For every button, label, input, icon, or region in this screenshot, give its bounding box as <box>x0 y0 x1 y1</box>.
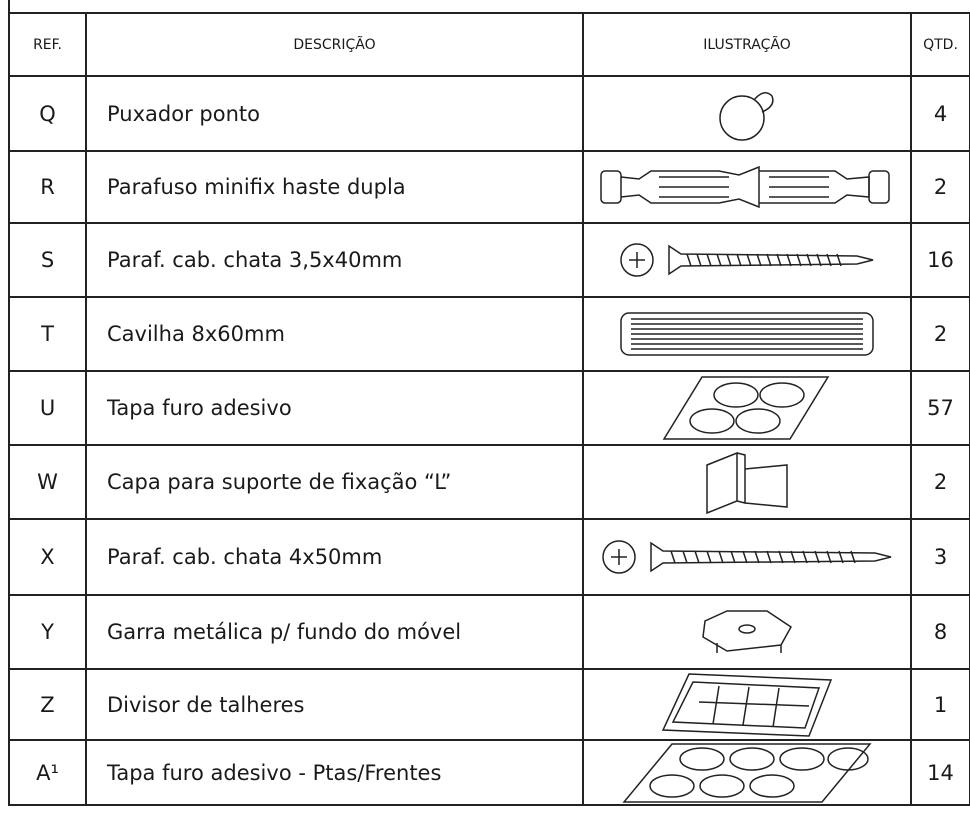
qty-cell: 3 <box>910 518 970 596</box>
qty-cell: 2 <box>910 444 970 520</box>
header-row: REF. DESCRIÇÃO ILUSTRAÇÃO QTD. <box>8 12 970 77</box>
ill-cell <box>582 518 912 596</box>
table-row: X Paraf. cab. chata 4x50mm 3 <box>8 518 970 596</box>
table-row: T Cavilha 8x60mm 2 <box>8 296 970 372</box>
header-cell: REF. <box>8 12 87 77</box>
ref-cell: R <box>8 150 87 224</box>
table-row: A¹ Tapa furo adesivo - Ptas/Frentes 14 <box>8 739 970 806</box>
ill-cell <box>582 444 912 520</box>
desc-cell: Parafuso minifix haste dupla <box>85 150 584 224</box>
parts-table: REF. DESCRIÇÃO ILUSTRAÇÃO QTD. Q Puxador … <box>8 12 970 806</box>
illustration <box>602 540 892 574</box>
illustration <box>600 165 890 209</box>
ill-cell <box>582 222 912 298</box>
table-row: U Tapa furo adesivo 57 <box>8 370 970 446</box>
illustration <box>620 243 874 277</box>
ill-cell <box>582 739 912 806</box>
ill-cell <box>582 668 912 741</box>
table-row: S Paraf. cab. chata 3,5x40mm 16 <box>8 222 970 298</box>
ref-cell: S <box>8 222 87 298</box>
illustration <box>662 376 830 440</box>
ref-cell: W <box>8 444 87 520</box>
ref-cell: Q <box>8 75 87 152</box>
qty-cell: 2 <box>910 296 970 372</box>
ill-cell <box>582 75 912 152</box>
ill-cell <box>582 296 912 372</box>
ref-cell: X <box>8 518 87 596</box>
table-row: Y Garra metálica p/ fundo do móvel 8 <box>8 594 970 670</box>
ref-cell: T <box>8 296 87 372</box>
desc-cell: Puxador ponto <box>85 75 584 152</box>
ref-cell: A¹ <box>8 739 87 806</box>
ref-cell: Y <box>8 594 87 670</box>
qty-cell: 14 <box>910 739 970 806</box>
desc-cell: Paraf. cab. chata 4x50mm <box>85 518 584 596</box>
ill-cell <box>582 370 912 446</box>
ref-cell: Z <box>8 668 87 741</box>
qty-cell: 1 <box>910 668 970 741</box>
header-cell: DESCRIÇÃO <box>85 12 584 77</box>
table-row: Z Divisor de talheres 1 <box>8 668 970 741</box>
illustration <box>719 91 774 141</box>
desc-cell: Capa para suporte de fixação “L” <box>85 444 584 520</box>
desc-cell: Paraf. cab. chata 3,5x40mm <box>85 222 584 298</box>
desc-cell: Tapa furo adesivo <box>85 370 584 446</box>
table-row: Q Puxador ponto 4 <box>8 75 970 152</box>
illustration <box>661 672 833 737</box>
qty-cell: 57 <box>910 370 970 446</box>
qty-cell: 16 <box>910 222 970 298</box>
ill-cell <box>582 594 912 670</box>
desc-cell: Divisor de talheres <box>85 668 584 741</box>
qty-cell: 8 <box>910 594 970 670</box>
ill-cell <box>582 150 912 224</box>
desc-cell: Garra metálica p/ fundo do móvel <box>85 594 584 670</box>
header-cell: QTD. <box>910 12 970 77</box>
header-cell: ILUSTRAÇÃO <box>582 12 912 77</box>
table-row: R Parafuso minifix haste dupla 2 <box>8 150 970 224</box>
illustration <box>706 451 788 515</box>
border-line <box>8 0 10 13</box>
desc-cell: Cavilha 8x60mm <box>85 296 584 372</box>
ref-cell: U <box>8 370 87 446</box>
table-row: W Capa para suporte de fixação “L” 2 <box>8 444 970 520</box>
illustration <box>702 610 792 653</box>
illustration <box>622 742 872 803</box>
qty-cell: 4 <box>910 75 970 152</box>
illustration <box>620 312 874 356</box>
desc-cell: Tapa furo adesivo - Ptas/Frentes <box>85 739 584 806</box>
qty-cell: 2 <box>910 150 970 224</box>
